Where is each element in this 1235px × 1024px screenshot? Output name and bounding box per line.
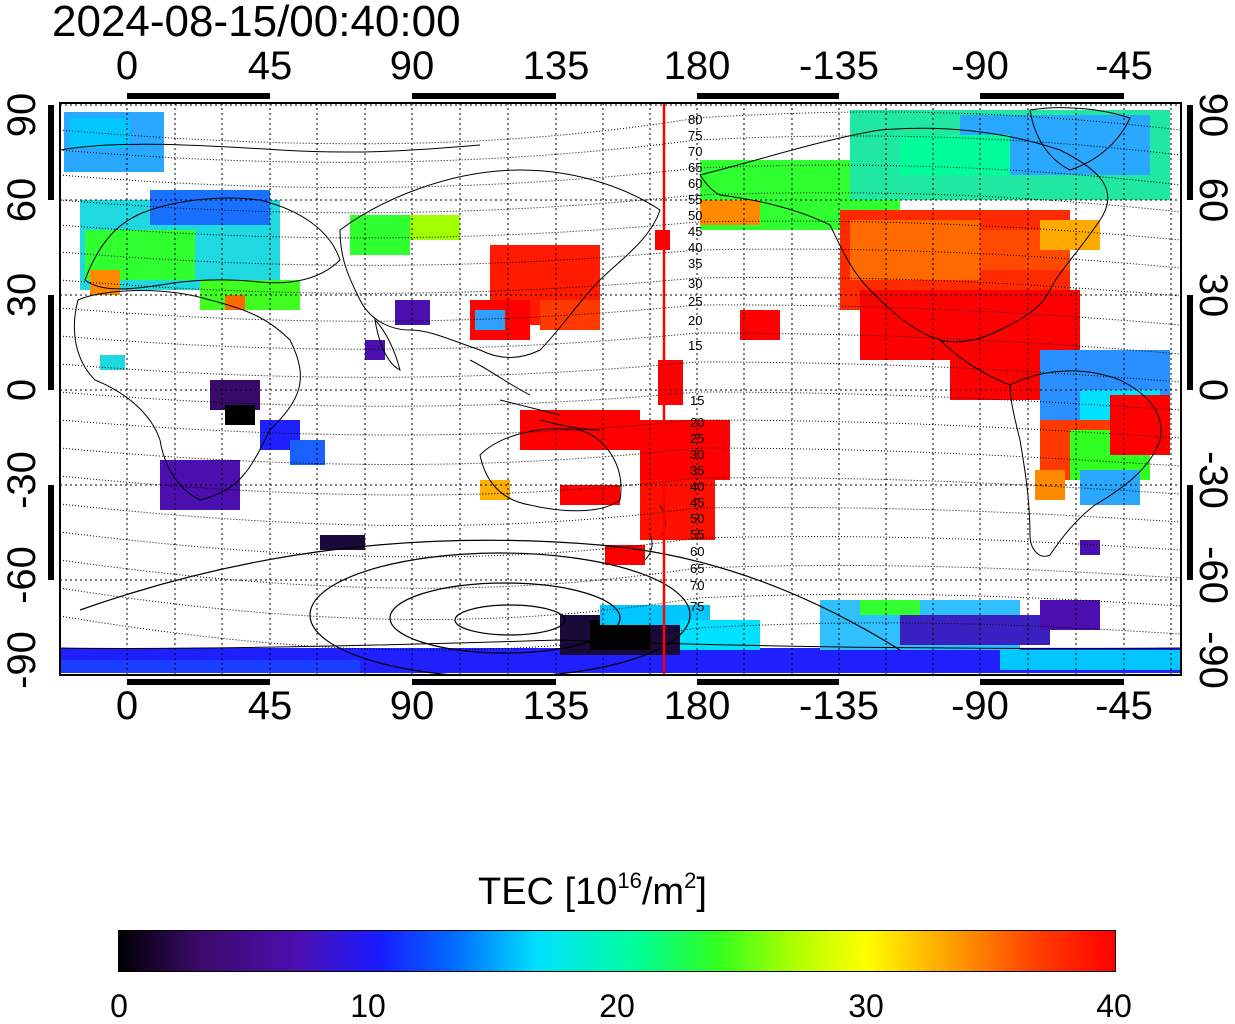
timestamp-title: 2024-08-15/00:40:00 bbox=[52, 0, 461, 46]
colorbar-title-unit-exponent: 2 bbox=[684, 868, 697, 893]
mlat-label: 80 bbox=[688, 112, 702, 127]
mlat-label: 75 bbox=[690, 599, 704, 614]
lon-tick-label: 135 bbox=[522, 44, 590, 88]
lon-tick-label: 180 bbox=[663, 44, 731, 88]
tec-colorbar bbox=[118, 930, 1116, 972]
mlat-label: 65 bbox=[690, 561, 704, 576]
mlat-label: 70 bbox=[690, 578, 704, 593]
colorbar-title-close: ] bbox=[696, 871, 707, 913]
mlat-label: 25 bbox=[690, 431, 704, 446]
colorbar-title-text: TEC [10 bbox=[478, 871, 618, 913]
lon-tick-label: -45 bbox=[1095, 44, 1153, 88]
lon-tick-label: -135 bbox=[798, 44, 880, 88]
lon-tick-label: 180 bbox=[663, 684, 731, 728]
mlat-label: 30 bbox=[690, 447, 704, 462]
mlat-label: 60 bbox=[690, 544, 704, 559]
lon-tick-label: 45 bbox=[247, 44, 293, 88]
map-plot-area: 80 75 70 65 60 55 50 45 40 35 30 25 20 1… bbox=[60, 103, 1181, 675]
mlat-label: 20 bbox=[690, 415, 704, 430]
colorbar-title-unit: /m bbox=[641, 871, 685, 913]
mlat-label: 25 bbox=[688, 294, 702, 309]
colorbar-title: TEC [1016/m2] bbox=[478, 870, 707, 914]
colorbar-title-exponent: 16 bbox=[617, 868, 642, 893]
lon-tick-label: 90 bbox=[389, 44, 435, 88]
colorbar-tick-label: 10 bbox=[350, 988, 386, 1024]
colorbar-tick-label: 30 bbox=[848, 988, 884, 1024]
mlat-label: 30 bbox=[688, 276, 702, 291]
mlat-label: 15 bbox=[688, 338, 702, 353]
south-pole-contours bbox=[79, 539, 901, 675]
lon-tick-label: -45 bbox=[1095, 684, 1153, 728]
mlat-label: 65 bbox=[688, 160, 702, 175]
magnetic-latitude-labels-south: 15 20 25 30 35 40 45 50 55 60 65 70 75 bbox=[690, 393, 704, 614]
lon-tick-label: 0 bbox=[115, 684, 139, 728]
colorbar-tick-label: 0 bbox=[110, 988, 128, 1024]
mlat-label: 55 bbox=[688, 192, 702, 207]
mlat-label: 45 bbox=[688, 224, 702, 239]
map-frame bbox=[59, 102, 1182, 676]
mlat-label: 45 bbox=[690, 495, 704, 510]
mlat-label: 40 bbox=[690, 479, 704, 494]
lon-tick-label: -135 bbox=[798, 684, 880, 728]
colorbar-tick-label: 40 bbox=[1096, 988, 1132, 1024]
magnetic-latitude-contours bbox=[60, 111, 1181, 651]
mlat-label: 70 bbox=[688, 144, 702, 159]
mlat-label: 35 bbox=[690, 463, 704, 478]
tec-data-layer bbox=[60, 110, 1181, 673]
lon-tick-label: 90 bbox=[389, 684, 435, 728]
lon-tick-label: -90 bbox=[951, 44, 1009, 88]
mlat-label: 50 bbox=[690, 511, 704, 526]
colorbar-tick-label: 20 bbox=[599, 988, 635, 1024]
mlat-label: 20 bbox=[688, 313, 702, 328]
magnetic-latitude-labels-north: 80 75 70 65 60 55 50 45 40 35 30 25 20 1… bbox=[688, 112, 702, 353]
mlat-label: 55 bbox=[690, 527, 704, 542]
lon-tick-label: 135 bbox=[522, 684, 590, 728]
frame-tick-bars bbox=[48, 93, 1193, 685]
mlat-label: 75 bbox=[688, 128, 702, 143]
lon-tick-label: 45 bbox=[247, 684, 293, 728]
coastlines bbox=[60, 107, 1181, 649]
mlat-label: 50 bbox=[688, 208, 702, 223]
mlat-label: 35 bbox=[688, 256, 702, 271]
lon-tick-label: -90 bbox=[951, 684, 1009, 728]
mlat-label: 15 bbox=[690, 393, 704, 408]
mlat-label: 60 bbox=[688, 176, 702, 191]
lon-tick-label: 0 bbox=[115, 44, 139, 88]
mlat-label: 40 bbox=[688, 240, 702, 255]
